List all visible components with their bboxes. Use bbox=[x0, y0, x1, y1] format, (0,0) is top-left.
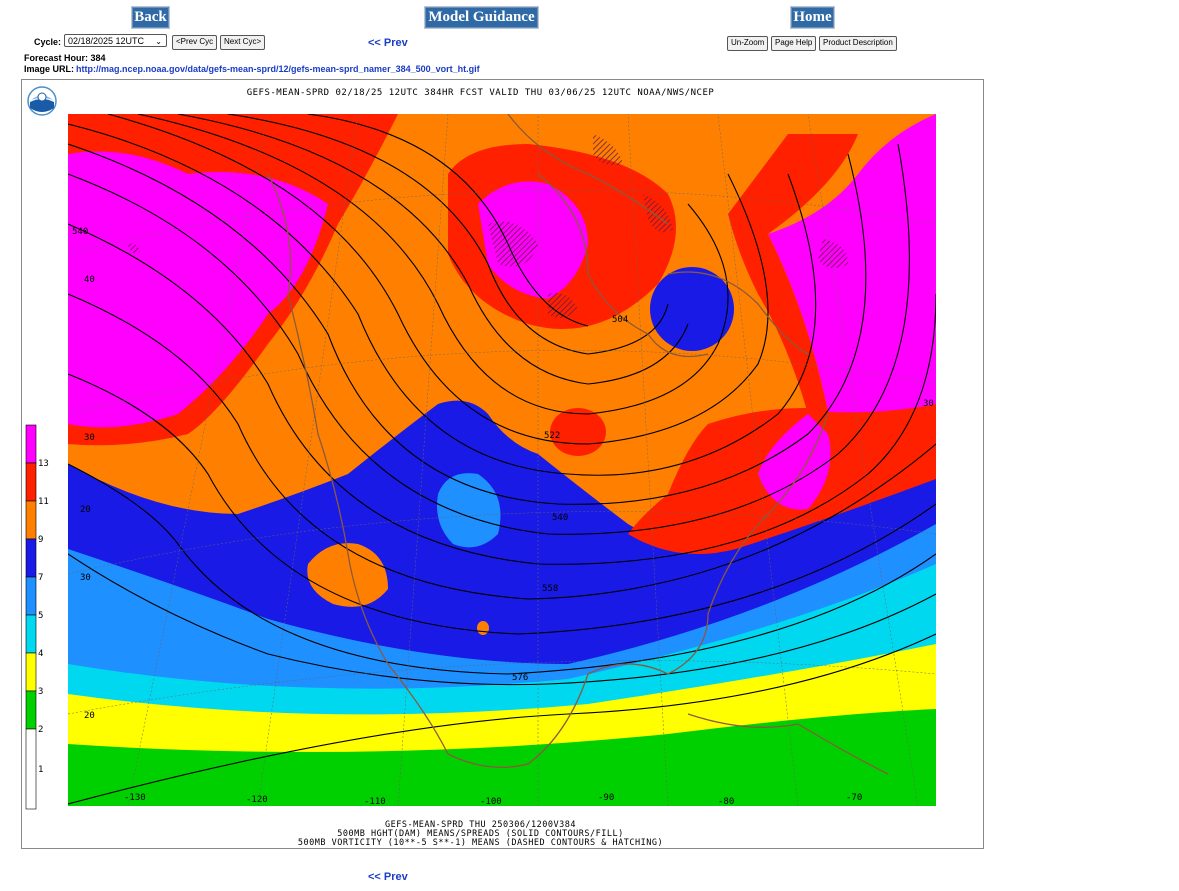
legend-label-9: 9 bbox=[38, 535, 44, 545]
contour-label-522: 522 bbox=[544, 431, 560, 441]
next-cycle-button[interactable]: Next Cyc> bbox=[220, 35, 266, 50]
lon-label-130: -130 bbox=[124, 793, 146, 803]
legend-label-4: 4 bbox=[38, 649, 44, 659]
cycle-select-value: 02/18/2025 12UTC bbox=[68, 36, 145, 46]
color-legend bbox=[25, 424, 37, 810]
legend-label-3: 3 bbox=[38, 687, 44, 697]
home-button[interactable]: Home bbox=[790, 6, 835, 29]
lon-label-110: -110 bbox=[364, 797, 386, 806]
lon-label-120: -120 bbox=[246, 795, 268, 805]
legend-label-13: 13 bbox=[38, 459, 49, 469]
legend-label-11: 11 bbox=[38, 497, 49, 507]
lon-label-80: -80 bbox=[718, 797, 734, 806]
image-url-link[interactable]: http://mag.ncep.noaa.gov/data/gefs-mean-… bbox=[76, 64, 480, 74]
lat-label-30b: 30 bbox=[80, 573, 91, 583]
contour-label-540-west: 540 bbox=[72, 227, 88, 237]
legend-label-5: 5 bbox=[38, 611, 44, 621]
noaa-logo-icon bbox=[27, 86, 57, 116]
prev-cycle-button[interactable]: <Prev Cyc bbox=[172, 35, 218, 50]
unzoom-button[interactable]: Un-Zoom bbox=[727, 36, 769, 51]
legend-label-2: 2 bbox=[38, 725, 44, 735]
model-guidance-button[interactable]: Model Guidance bbox=[424, 6, 539, 29]
contour-label-558: 558 bbox=[542, 584, 558, 594]
chevron-down-icon: ⌄ bbox=[155, 37, 162, 46]
lat-label-20b: 20 bbox=[80, 505, 91, 515]
prev-link-bottom[interactable]: << Prev bbox=[368, 871, 408, 883]
map-footer-line-1: GEFS-MEAN-SPRD THU 250306/1200V384 bbox=[385, 820, 576, 830]
contour-label-504: 504 bbox=[612, 315, 628, 325]
lat-label-40: 40 bbox=[84, 275, 95, 285]
map-footer-line-2: 500MB HGHT(DAM) MEANS/SPREADS (SOLID CON… bbox=[337, 829, 624, 839]
product-description-button[interactable]: Product Description bbox=[819, 36, 897, 51]
contour-label-540: 540 bbox=[552, 513, 568, 523]
legend-label-1: 1 bbox=[38, 765, 44, 775]
forecast-hour: Forecast Hour: 384 bbox=[24, 53, 106, 63]
image-url-label: Image URL: bbox=[24, 64, 75, 74]
lon-label-100: -100 bbox=[480, 797, 502, 806]
back-button[interactable]: Back bbox=[131, 6, 170, 29]
map-title: GEFS-MEAN-SPRD 02/18/25 12UTC 384HR FCST… bbox=[246, 88, 715, 98]
lon-label-70: -70 bbox=[846, 793, 862, 803]
legend-label-7: 7 bbox=[38, 573, 44, 583]
cycle-select[interactable]: 02/18/2025 12UTC ⌄ bbox=[64, 34, 167, 47]
spread-fill-map: 540 504 522 540 558 576 30 40 30 30 20 2… bbox=[68, 114, 936, 806]
page-help-button[interactable]: Page Help bbox=[771, 36, 817, 51]
lat-label-30a: 30 bbox=[84, 433, 95, 443]
lat-label-20a: 20 bbox=[84, 711, 95, 721]
map-footer-line-3: 500MB VORTICITY (10**-5 S**-1) MEANS (DA… bbox=[297, 838, 664, 848]
lon-label-90: -90 bbox=[598, 793, 614, 803]
prev-link-top[interactable]: << Prev bbox=[368, 37, 408, 49]
contour-label-576: 576 bbox=[512, 673, 528, 683]
forecast-map-image[interactable]: GEFS-MEAN-SPRD 02/18/25 12UTC 384HR FCST… bbox=[21, 79, 984, 849]
cycle-label: Cycle: bbox=[34, 37, 62, 47]
lat-label-30c: 30 bbox=[923, 399, 934, 409]
